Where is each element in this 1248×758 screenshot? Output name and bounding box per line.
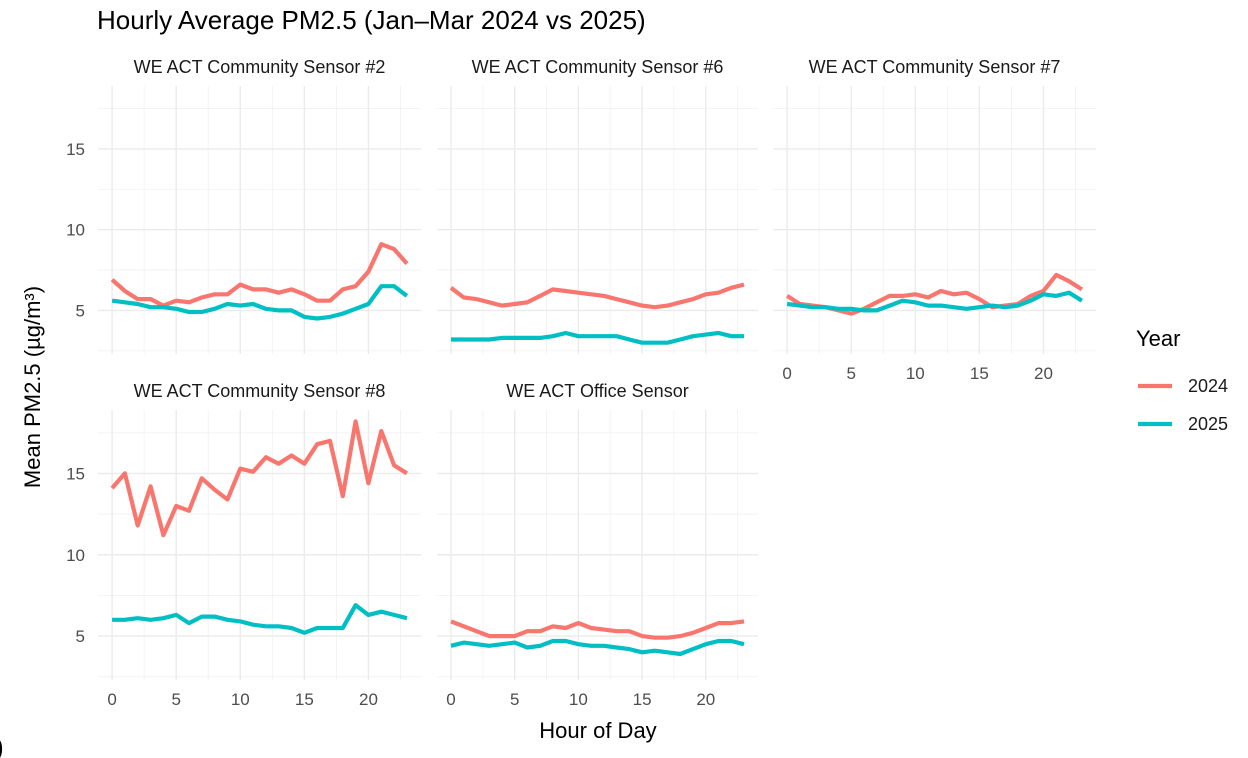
x-tick-label: 10 [569,690,588,709]
legend-item: 2025 [1138,414,1228,434]
x-tick-label: 20 [359,690,378,709]
y-tick-label: 15 [66,464,85,483]
x-tick-label: 0 [107,690,116,709]
panel-letter-fragment: ) [0,732,3,758]
y-tick-label: 5 [76,627,85,646]
y-tick-label: 10 [66,546,85,565]
facet-strip-label: WE ACT Community Sensor #8 [134,381,386,401]
x-tick-label: 5 [846,364,855,383]
facet-strip-label: WE ACT Office Sensor [506,381,688,401]
y-tick-label: 15 [66,140,85,159]
x-tick-label: 15 [295,690,314,709]
x-tick-label: 20 [1034,364,1053,383]
x-tick-label: 5 [171,690,180,709]
x-tick-label: 0 [782,364,791,383]
series-line-2025 [111,284,409,321]
legend-label: 2025 [1188,414,1228,434]
series-line-2024 [110,242,409,308]
x-tick-label: 0 [446,690,455,709]
facet-strip-label: WE ACT Community Sensor #2 [134,57,386,77]
legend: Year 2024 2025 [1136,326,1228,434]
facet-panel: WE ACT Community Sensor #2 5 10 15 [66,57,421,354]
x-tick-label: 20 [696,690,715,709]
legend-label: 2024 [1188,376,1228,396]
y-axis-title: Mean PM2.5 (µg/m³) [20,286,45,488]
facet-panel: WE ACT Community Sensor #8 0 5 10 15 20 5 10 15 [66,381,421,709]
facet-panel: WE ACT Community Sensor #6 [437,57,758,354]
x-tick-label: 10 [906,364,925,383]
facet-panel: WE ACT Office Sensor 0 5 10 15 20 [437,381,758,709]
x-tick-label: 15 [970,364,989,383]
series-line-2025 [112,603,408,635]
facet-strip-label: WE ACT Community Sensor #7 [809,57,1061,77]
series-line-2024 [110,419,409,538]
legend-title: Year [1136,326,1180,351]
x-tick-label: 5 [510,690,519,709]
series-line-2025 [451,330,744,345]
facet-strip-label: WE ACT Community Sensor #6 [472,57,724,77]
series-line-2025 [450,638,745,657]
legend-item: 2024 [1138,376,1228,396]
y-tick-label: 5 [76,301,85,320]
series-line-2024 [450,619,745,640]
facet-panel: WE ACT Community Sensor #7 0 5 10 15 20 [773,57,1096,383]
x-axis-title: Hour of Day [539,718,656,743]
series-line-2024 [449,282,745,310]
chart-title: Hourly Average PM2.5 (Jan–Mar 2024 vs 20… [97,5,646,35]
y-tick-label: 10 [66,221,85,240]
series-line-2025 [786,290,1084,313]
x-tick-label: 10 [231,690,250,709]
x-tick-label: 15 [633,690,652,709]
